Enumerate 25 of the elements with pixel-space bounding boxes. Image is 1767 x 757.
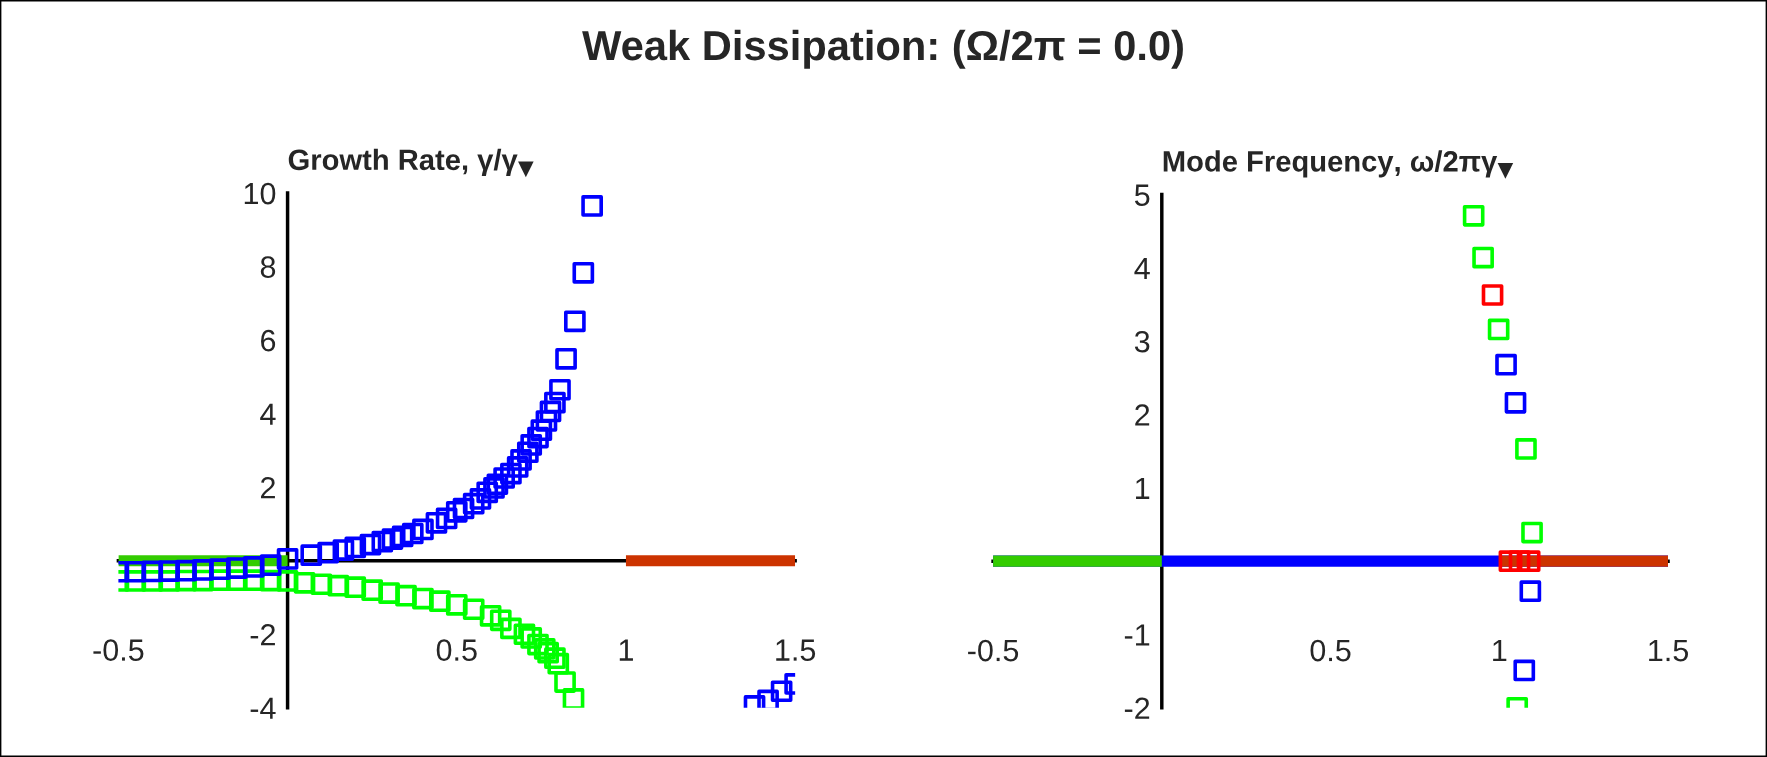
x-tick-label: -0.5 [93, 639, 144, 661]
chart-title: Mode Frequency, ω/2πγ$_{▼}$ [1163, 150, 1514, 179]
y-tick-label: 8 [260, 256, 276, 278]
y-tick-label: 2 [261, 476, 275, 499]
y-tick-label: -1 [1124, 624, 1150, 646]
y-tick-label: 4 [1134, 257, 1150, 279]
text: Weak Dissipation: (Ω/2π = 0.0) [582, 29, 1183, 69]
chart-title: Growth Rate, γ/γ$_{▼}$ [288, 148, 534, 178]
y-tick-label: 10 [244, 182, 276, 205]
x-tick-label: 0.5 [1310, 639, 1351, 662]
y-tick-label: 1 [1136, 477, 1150, 499]
x-tick-label: 1.5 [1649, 640, 1689, 662]
y-tick-label: 2 [1135, 404, 1150, 426]
y-tick-label: 3 [1134, 330, 1150, 353]
x-tick-label: 1.5 [776, 639, 816, 661]
x-tick-label: -0.5 [968, 639, 1019, 662]
x-tick-label: 1 [619, 639, 633, 661]
y-tick-label: 4 [260, 403, 276, 425]
x-tick-label: 1 [1493, 640, 1507, 662]
x-tick-label: 0.5 [436, 639, 477, 661]
y-tick-label: -2 [1124, 697, 1150, 719]
y-tick-label: 6 [261, 329, 276, 352]
y-tick-label: -4 [250, 697, 276, 719]
y-tick-label: 5 [1134, 184, 1150, 206]
y-tick-label: -2 [250, 623, 275, 646]
